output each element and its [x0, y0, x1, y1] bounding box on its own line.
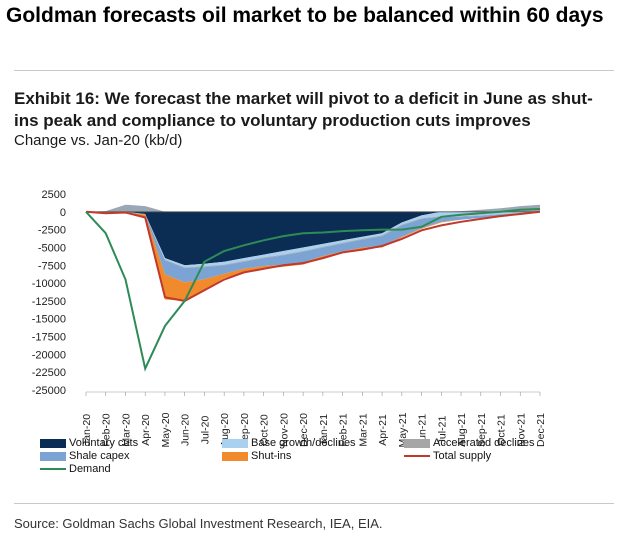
x-tick-label: Oct-20 — [259, 414, 271, 446]
x-tick-label: Dec-21 — [535, 413, 547, 447]
line-demand — [85, 208, 541, 372]
y-tick-label: -17500 — [32, 332, 66, 344]
legend-label-shale-capex: Shale capex — [69, 450, 130, 462]
y-tick-label: -22500 — [32, 367, 66, 379]
legend-swatch-accelerated-declines — [404, 438, 430, 448]
y-tick-label: -20000 — [32, 349, 66, 361]
y-tick-label: -15000 — [32, 314, 66, 326]
x-tick-label: Jun-21 — [417, 414, 429, 446]
legend-label-accelerated-declines: Accelerated declines — [433, 437, 535, 449]
legend-swatch-shale-capex — [40, 451, 66, 461]
legend-voluntary-cuts: Voluntary cuts — [40, 437, 138, 449]
x-tick-label: May-20 — [160, 412, 172, 447]
legend-label-base-growth: Base growth/declines — [251, 437, 356, 449]
x-tick-label: Oct-21 — [496, 414, 508, 446]
x-tick-label: Nov-21 — [515, 413, 527, 447]
legend-base-growth: Base growth/declines — [222, 437, 356, 449]
y-tick-label: -10000 — [32, 278, 66, 290]
x-tick-label: Feb-20 — [101, 413, 113, 446]
x-tick-label: Jul-20 — [199, 416, 211, 445]
y-tick-label: -5000 — [38, 242, 66, 254]
legend-swatch-base-growth — [222, 438, 248, 448]
x-tick-label: Dec-20 — [298, 413, 310, 447]
x-tick-label: Mar-20 — [120, 413, 132, 446]
x-tick-label: Sep-21 — [476, 413, 488, 447]
source-note: Source: Goldman Sachs Global Investment … — [14, 516, 383, 531]
x-tick-label: Apr-21 — [377, 414, 389, 446]
x-tick-label: Apr-20 — [140, 414, 152, 446]
legend-accelerated-declines: Accelerated declines — [404, 437, 535, 449]
legend-label-total-supply: Total supply — [433, 450, 492, 462]
y-tick-label: 0 — [60, 207, 66, 219]
exhibit-subtitle: Change vs. Jan-20 (kb/d) — [14, 132, 183, 149]
x-tick-label: Feb-21 — [338, 413, 350, 446]
exhibit-title: Exhibit 16: We forecast the market will … — [14, 89, 593, 130]
x-tick-label: Jan-20 — [81, 414, 93, 446]
legend-label-voluntary-cuts: Voluntary cuts — [69, 437, 139, 449]
x-tick-label: Aug-21 — [456, 413, 468, 447]
legend-line-demand — [40, 468, 66, 470]
legend-demand: Demand — [40, 463, 111, 475]
y-tick-label: -12500 — [32, 296, 66, 308]
x-tick-label: Jul-21 — [436, 416, 448, 445]
legend-line-total-supply — [404, 455, 430, 457]
legend-swatch-voluntary-cuts — [40, 438, 66, 448]
bottom-divider — [14, 503, 614, 504]
x-tick-label: Sep-20 — [239, 413, 251, 447]
x-tick-label: Nov-20 — [278, 413, 290, 447]
line-total-supply — [85, 210, 541, 302]
legend-swatch-shut-ins — [222, 451, 248, 461]
x-tick-label: Jun-20 — [180, 414, 192, 446]
top-divider — [14, 70, 614, 71]
legend-shut-ins: Shut-ins — [222, 450, 291, 462]
legend-shale-capex: Shale capex — [40, 450, 130, 462]
y-tick-label: -25000 — [32, 385, 66, 397]
legend-total-supply: Total supply — [404, 450, 491, 462]
area-voluntary-cuts — [86, 211, 540, 266]
legend-label-shut-ins: Shut-ins — [251, 450, 292, 462]
area-accelerated-declines-positive — [86, 204, 540, 212]
headline: Goldman forecasts oil market to be balan… — [6, 4, 604, 27]
x-tick-label: Jan-21 — [318, 414, 330, 446]
y-tick-label: -7500 — [38, 260, 66, 272]
legend-label-demand: Demand — [69, 463, 111, 475]
x-tick-label: Mar-21 — [357, 413, 369, 446]
y-tick-label: -2500 — [38, 225, 66, 237]
y-tick-label: 2500 — [42, 189, 66, 201]
chart-legend: Voluntary cuts Base growth/declines Acce… — [40, 437, 600, 477]
x-tick-label: Aug-20 — [219, 413, 231, 447]
